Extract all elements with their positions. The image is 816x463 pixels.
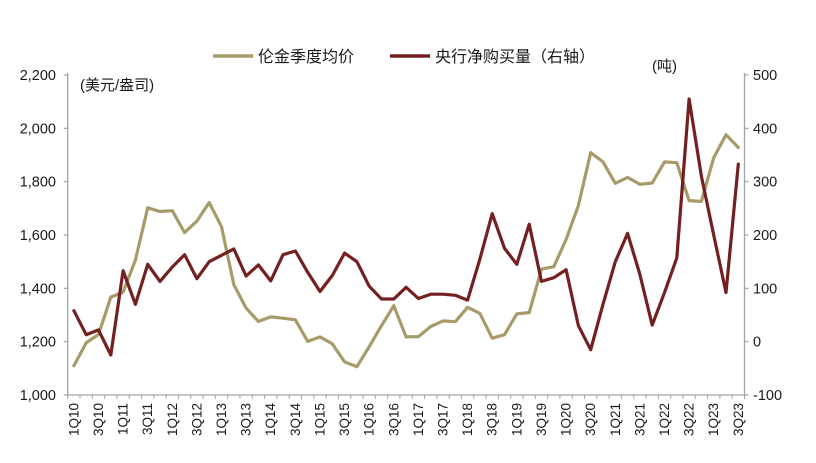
x-axis-tick-label: 3Q13 xyxy=(239,403,254,436)
right-axis-tick-label: 200 xyxy=(753,228,777,244)
x-axis-tick-label: 1Q22 xyxy=(657,403,672,436)
legend-label-central-bank: 央行净购买量（右轴） xyxy=(435,48,595,66)
right-axis-tick-label: 500 xyxy=(753,68,777,84)
right-axis-unit-label: (吨) xyxy=(652,58,677,75)
central-bank-purchases-line xyxy=(72,97,740,357)
right-axis-tick-label: -100 xyxy=(753,388,782,404)
x-axis-tick-label: 3Q22 xyxy=(682,403,697,436)
legend-label-gold-price: 伦金季度均价 xyxy=(258,48,354,66)
x-axis-tick-label: 3Q14 xyxy=(288,403,303,437)
right-axis-tick-label: 100 xyxy=(753,281,777,297)
x-axis-tick-label: 3Q19 xyxy=(534,403,549,436)
x-axis-tick-label: 1Q13 xyxy=(214,403,229,436)
x-axis-tick-label: 3Q12 xyxy=(189,403,204,436)
left-axis-tick-label: 1,800 xyxy=(20,175,56,191)
x-axis-tick-label: 1Q21 xyxy=(608,403,623,436)
right-axis-tick-label: 0 xyxy=(753,335,761,351)
right-axis-tick-label: 400 xyxy=(753,121,777,137)
left-axis-tick-label: 2,200 xyxy=(20,68,56,84)
x-axis-tick-label: 1Q14 xyxy=(263,403,278,437)
x-axis-tick-label: 1Q23 xyxy=(706,403,721,436)
gold-price-line xyxy=(72,133,740,369)
x-axis-tick-label: 1Q15 xyxy=(312,403,327,436)
x-axis-tick-label: 3Q23 xyxy=(731,403,746,436)
x-axis-tick-label: 3Q17 xyxy=(436,403,451,436)
left-axis-tick-label: 2,000 xyxy=(20,121,56,137)
x-axis-tick-label: 3Q11 xyxy=(140,403,155,435)
left-axis-tick-label: 1,000 xyxy=(20,388,56,404)
x-axis-tick-label: 3Q21 xyxy=(632,403,647,436)
x-axis-tick-label: 3Q15 xyxy=(337,403,352,436)
x-axis-tick-label: 1Q20 xyxy=(559,403,574,436)
left-axis-tick-label: 1,200 xyxy=(20,335,56,351)
left-axis-tick-label: 1,400 xyxy=(20,281,56,297)
left-axis-unit-label: (美元/盎司) xyxy=(80,77,154,94)
x-axis-tick-label: 1Q17 xyxy=(411,403,426,436)
x-axis-tick-label: 1Q11 xyxy=(116,403,131,435)
x-axis-tick-label: 3Q20 xyxy=(583,403,598,436)
x-axis-tick-label: 3Q16 xyxy=(386,403,401,436)
right-axis-tick-label: 300 xyxy=(753,175,777,191)
x-axis-tick-label: 1Q16 xyxy=(362,403,377,436)
x-axis-tick-label: 1Q10 xyxy=(66,403,81,436)
x-axis-tick-label: 1Q19 xyxy=(509,403,524,436)
x-axis-tick-label: 3Q10 xyxy=(91,403,106,436)
left-axis-tick-label: 1,600 xyxy=(20,228,56,244)
x-axis-tick-label: 3Q18 xyxy=(485,403,500,436)
x-axis-tick-label: 1Q18 xyxy=(460,403,475,436)
x-axis-tick-label: 1Q12 xyxy=(165,403,180,436)
